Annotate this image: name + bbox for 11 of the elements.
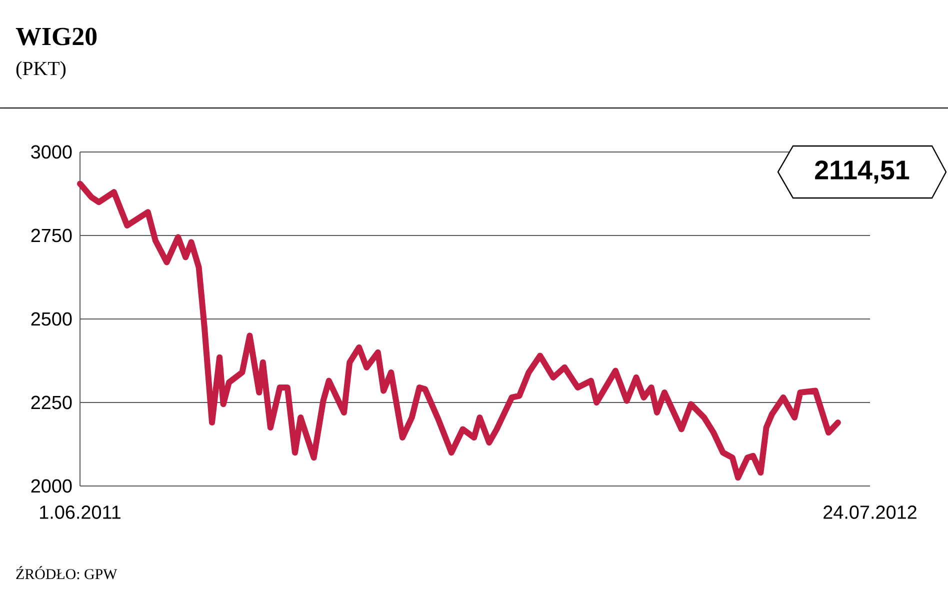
chart-title: WIG20 <box>16 28 97 46</box>
x-tick-label: 1.06.2011 <box>40 506 120 519</box>
y-tick-label: 2250 <box>31 396 72 410</box>
y-tick-label: 3000 <box>31 145 72 159</box>
x-tick-label: 24.07.2012 <box>824 506 916 519</box>
text: ŹRÓDŁO: GPW <box>16 566 118 580</box>
chart-subtitle: (PKT) <box>16 61 66 80</box>
y-tick-label: 2750 <box>31 228 72 242</box>
y-tick-label: 2000 <box>31 479 72 493</box>
y-tick-label: 2500 <box>31 312 72 326</box>
annotation: 2114,51 <box>815 160 910 184</box>
